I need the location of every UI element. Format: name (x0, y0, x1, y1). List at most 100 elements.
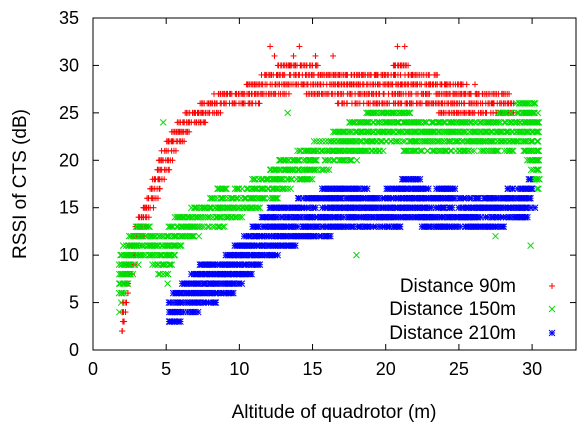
data-point (323, 138, 329, 144)
data-point (172, 252, 178, 258)
legend-label-series-1: Distance 90m (400, 276, 516, 297)
data-point (271, 233, 277, 239)
data-point (263, 72, 269, 78)
data-point (146, 195, 152, 201)
data-point (275, 252, 281, 258)
data-point (394, 43, 400, 49)
y-tick-label: 25 (59, 103, 79, 123)
data-point (528, 243, 534, 249)
data-point (223, 186, 229, 192)
x-axis-label: Altitude of quadrotor (m) (232, 402, 437, 423)
data-point (532, 100, 538, 106)
data-point (371, 214, 377, 220)
data-point (273, 195, 279, 201)
data-point (295, 167, 301, 173)
x-tick-label: 25 (449, 359, 469, 379)
data-point (266, 233, 272, 239)
y-tick-label: 5 (69, 293, 79, 313)
data-point (195, 290, 201, 296)
data-point (256, 100, 262, 106)
data-point (371, 119, 377, 125)
data-point (522, 214, 528, 220)
y-tick-label: 30 (59, 55, 79, 75)
data-point (535, 138, 541, 144)
data-point (307, 157, 313, 163)
data-point (201, 281, 207, 287)
data-point (438, 81, 444, 87)
data-point (166, 167, 172, 173)
data-point (118, 252, 124, 258)
data-point (501, 224, 507, 230)
data-point (307, 214, 313, 220)
data-point (380, 148, 386, 154)
data-point (430, 214, 436, 220)
data-point (406, 195, 412, 201)
data-point (318, 148, 324, 154)
y-tick-label: 0 (69, 340, 79, 360)
data-point (450, 91, 456, 97)
data-point (424, 214, 430, 220)
data-point (459, 214, 465, 220)
data-point (219, 271, 225, 277)
y-tick-label: 15 (59, 198, 79, 218)
x-tick-label: 0 (88, 359, 98, 379)
data-point (377, 214, 383, 220)
data-point (213, 300, 219, 306)
data-point (324, 214, 330, 220)
data-point (535, 186, 541, 192)
legend-label-series-3: Distance 210m (389, 323, 516, 344)
data-point (166, 319, 172, 325)
data-point (472, 81, 478, 87)
data-point (348, 157, 354, 163)
data-point (230, 290, 236, 296)
data-point (389, 205, 395, 211)
data-point (257, 262, 263, 268)
data-point (165, 281, 171, 287)
data-point (178, 300, 184, 306)
data-point (388, 138, 394, 144)
x-tick-label: 10 (229, 359, 249, 379)
data-point (373, 110, 379, 116)
data-point (447, 205, 453, 211)
data-point (254, 243, 260, 249)
data-point (285, 110, 291, 116)
data-point (242, 262, 248, 268)
legend-marker-series-1 (549, 283, 555, 289)
data-point (172, 309, 178, 315)
data-point (394, 205, 400, 211)
data-point (353, 205, 359, 211)
x-tick-label: 15 (303, 359, 323, 379)
data-point (435, 205, 441, 211)
data-point (312, 214, 318, 220)
data-point (426, 91, 432, 97)
y-tick-label: 20 (59, 150, 79, 170)
data-point (291, 53, 297, 59)
data-point (417, 176, 423, 182)
data-point (207, 205, 213, 211)
data-point (121, 319, 127, 325)
data-point (190, 290, 196, 296)
data-point (529, 129, 535, 135)
data-point (409, 72, 415, 78)
data-point (249, 271, 255, 277)
data-point (295, 224, 301, 230)
data-point (280, 72, 286, 78)
data-point (465, 214, 471, 220)
data-point (418, 214, 424, 220)
data-point (522, 138, 528, 144)
data-point (535, 148, 541, 154)
data-point (348, 205, 354, 211)
data-point (195, 309, 201, 315)
data-point (277, 233, 283, 239)
data-point (242, 195, 248, 201)
data-point (119, 328, 125, 334)
data-point (296, 43, 302, 49)
data-point (286, 91, 292, 97)
data-point (453, 214, 459, 220)
data-point (464, 81, 470, 87)
data-point (526, 195, 532, 201)
data-point (529, 186, 535, 192)
data-point (471, 214, 477, 220)
data-point (298, 62, 304, 68)
